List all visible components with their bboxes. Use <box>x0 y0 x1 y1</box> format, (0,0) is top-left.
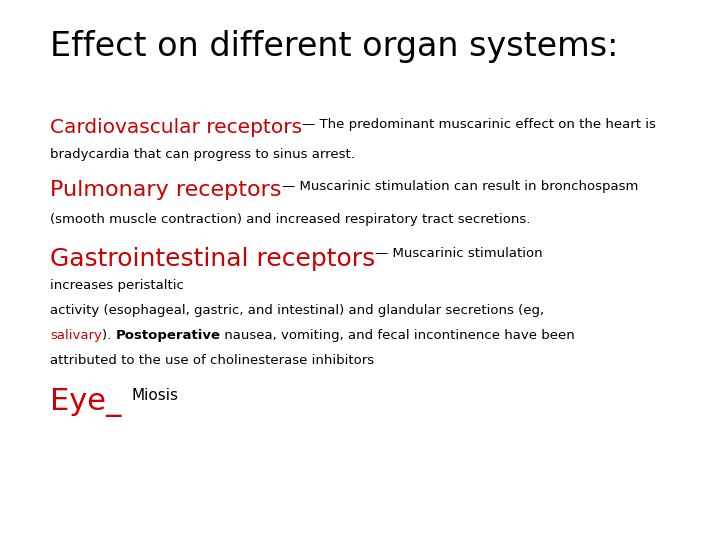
Text: Effect on different organ systems:: Effect on different organ systems: <box>50 30 618 63</box>
Text: increases peristaltic: increases peristaltic <box>50 279 184 292</box>
Text: bradycardia that can progress to sinus arrest.: bradycardia that can progress to sinus a… <box>50 148 355 161</box>
Text: ).: ). <box>102 329 115 342</box>
Text: — The predominant muscarinic effect on the heart is: — The predominant muscarinic effect on t… <box>302 118 656 131</box>
Text: Eye_: Eye_ <box>50 388 131 417</box>
Text: attributed to the use of cholinesterase inhibitors: attributed to the use of cholinesterase … <box>50 354 374 367</box>
Text: — Muscarinic stimulation can result in bronchospasm: — Muscarinic stimulation can result in b… <box>282 180 638 193</box>
Text: — Muscarinic stimulation: — Muscarinic stimulation <box>375 247 543 260</box>
Text: Pulmonary receptors: Pulmonary receptors <box>50 180 282 200</box>
Text: (smooth muscle contraction) and increased respiratory tract secretions.: (smooth muscle contraction) and increase… <box>50 213 531 226</box>
Text: activity (esophageal, gastric, and intestinal) and glandular secretions (eg,: activity (esophageal, gastric, and intes… <box>50 304 544 317</box>
Text: Postoperative: Postoperative <box>115 329 220 342</box>
Text: Miosis: Miosis <box>131 388 178 403</box>
Text: salivary: salivary <box>50 329 102 342</box>
Text: Cardiovascular receptors: Cardiovascular receptors <box>50 118 302 137</box>
Text: nausea, vomiting, and fecal incontinence have been: nausea, vomiting, and fecal incontinence… <box>220 329 575 342</box>
Text: Gastrointestinal receptors: Gastrointestinal receptors <box>50 247 375 271</box>
